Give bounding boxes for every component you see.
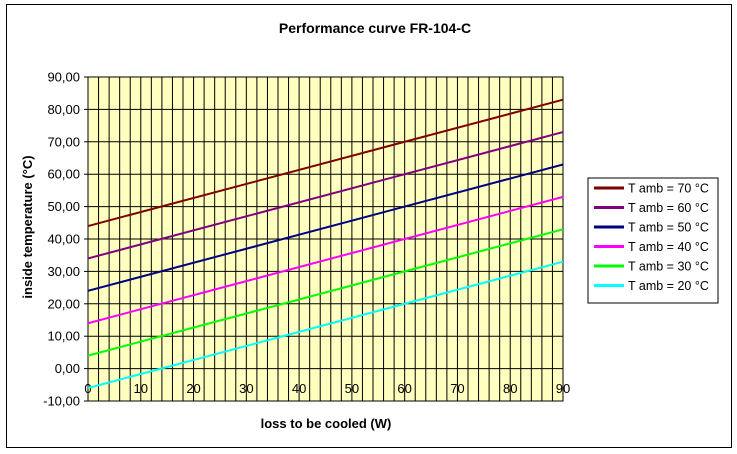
y-tick-label: -10,00: [43, 394, 80, 409]
series-line: [87, 260, 564, 390]
legend-label: T amb = 60 °C: [628, 201, 709, 215]
x-tick-label: 10: [134, 381, 148, 396]
series-line: [87, 163, 564, 292]
legend-label: T amb = 50 °C: [628, 221, 709, 235]
y-axis-label: inside temperature (°C): [20, 155, 35, 298]
legend-label: T amb = 70 °C: [628, 182, 709, 196]
legend-box: [587, 177, 719, 304]
y-tick-label: 10,00: [47, 329, 80, 344]
x-tick-label: 70: [450, 381, 464, 396]
series-line: [87, 98, 564, 228]
x-tick-label: 40: [292, 381, 306, 396]
legend-label: T amb = 30 °C: [628, 260, 709, 274]
y-tick-label: 90,00: [47, 70, 80, 85]
chart-title: Performance curve FR-104-C: [279, 20, 471, 36]
y-tick-label: 0,00: [55, 361, 80, 376]
x-axis-label: loss to be cooled (W): [261, 416, 392, 431]
x-tick-label: 50: [345, 381, 359, 396]
y-tick-label: 50,00: [47, 199, 80, 214]
y-tick-label: 60,00: [47, 167, 80, 182]
y-tick-label: 80,00: [47, 102, 80, 117]
y-tick-label: 20,00: [47, 296, 80, 311]
legend: T amb = 70 °C T amb = 60 °C T amb = 50 °C T…: [587, 177, 719, 304]
series-line: [87, 195, 564, 325]
x-tick-label: 0: [84, 381, 91, 396]
series-line: [87, 131, 564, 260]
legend-label: T amb = 40 °C: [628, 240, 709, 254]
plot-area: -10,00 0,00 10,00 20,00 30,00 40,00 50,00 60,00…: [43, 70, 570, 409]
y-tick-label: 70,00: [47, 134, 80, 149]
legend-label: T amb = 20 °C: [628, 279, 709, 293]
x-tick-label: 30: [239, 381, 253, 396]
x-tick-label: 80: [503, 381, 517, 396]
y-tick-label: 40,00: [47, 232, 80, 247]
x-tick-label: 90: [556, 381, 570, 396]
x-tick-label: 60: [397, 381, 411, 396]
series-line: [87, 228, 564, 357]
x-tick-label: 20: [186, 381, 200, 396]
y-tick-label: 30,00: [47, 264, 80, 279]
